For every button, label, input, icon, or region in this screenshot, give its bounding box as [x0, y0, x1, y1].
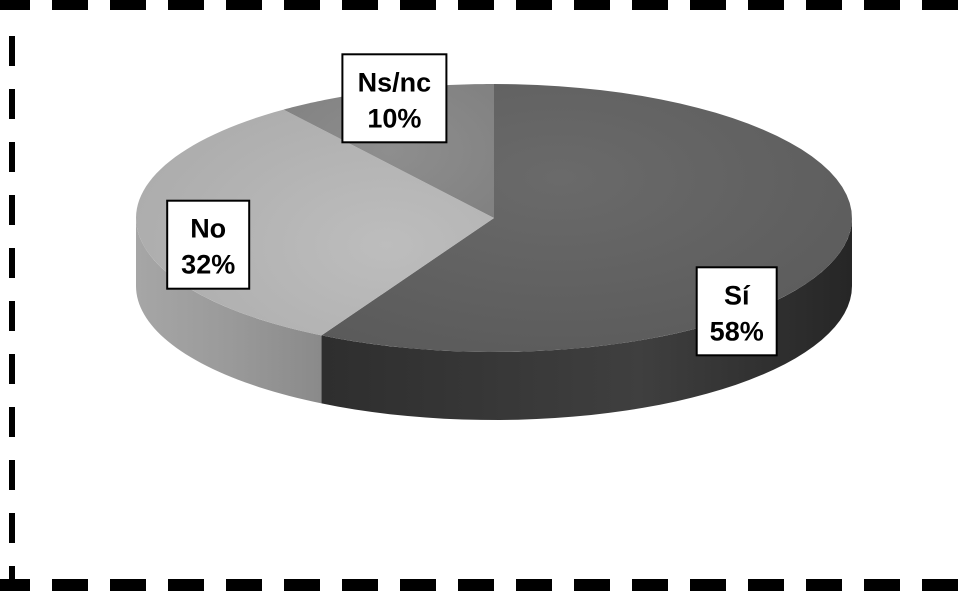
frame-dash-top — [748, 0, 784, 10]
frame-dash-bottom — [168, 579, 204, 591]
frame-dash-bottom — [864, 579, 900, 591]
frame-dash-top — [168, 0, 204, 10]
frame-dash-top — [400, 0, 436, 10]
data-label-s: Sí 58% — [695, 266, 778, 357]
frame-dash-left — [9, 142, 15, 172]
data-label-category: No — [190, 214, 226, 244]
frame-dash-top — [342, 0, 378, 10]
frame-dash-left — [9, 566, 15, 591]
data-label-box — [166, 199, 251, 290]
frame-dash-bottom — [690, 579, 726, 591]
frame-dash-left — [9, 407, 15, 437]
frame-dash-bottom — [110, 579, 146, 591]
frame-dash-bottom — [52, 579, 88, 591]
frame-dash-top — [922, 0, 958, 10]
frame-dash-bottom — [632, 579, 668, 591]
frame-dash-top — [0, 0, 30, 10]
data-label-category: Ns/nc — [358, 67, 432, 97]
frame-dash-left — [9, 248, 15, 278]
frame-dash-top — [516, 0, 552, 10]
frame-dash-top — [864, 0, 900, 10]
frame-dash-left — [9, 301, 15, 331]
frame-dash-bottom — [574, 579, 610, 591]
frame-dash-bottom — [342, 579, 378, 591]
frame-dash-bottom — [806, 579, 842, 591]
data-label-value: 10% — [367, 103, 421, 133]
data-label-value: 32% — [181, 250, 235, 280]
frame-dash-top — [806, 0, 842, 10]
frame-dash-top — [632, 0, 668, 10]
frame-dash-left — [9, 195, 15, 225]
frame-dash-left — [9, 460, 15, 490]
frame-dash-bottom — [400, 579, 436, 591]
data-label-value: 58% — [710, 316, 764, 346]
data-label-no: No 32% — [166, 199, 251, 290]
pie-data-labels: Sí 58% No 32% Ns/nc 10% — [166, 53, 778, 357]
frame-dash-left — [9, 89, 15, 119]
frame-dash-bottom — [516, 579, 552, 591]
frame-dash-top — [52, 0, 88, 10]
frame-dash-left — [9, 36, 15, 66]
frame-dash-bottom — [284, 579, 320, 591]
frame-dash-top — [226, 0, 262, 10]
data-label-nsnc: Ns/nc 10% — [341, 53, 448, 144]
frame-dash-bottom — [226, 579, 262, 591]
pie-side-no — [136, 218, 322, 404]
frame-dash-top — [284, 0, 320, 10]
frame-dash-left — [9, 354, 15, 384]
data-label-category: Sí — [724, 280, 751, 310]
frame-dash-top — [458, 0, 494, 10]
data-label-box — [341, 53, 448, 144]
data-label-box — [695, 266, 778, 357]
frame-dash-top — [574, 0, 610, 10]
frame-dash-bottom — [748, 579, 784, 591]
frame-dash-left — [9, 513, 15, 543]
frame-dash-top — [110, 0, 146, 10]
frame-dash-top — [690, 0, 726, 10]
pie-depth — [136, 218, 852, 420]
frame-dash-bottom — [922, 579, 958, 591]
pie-side-s — [321, 218, 852, 420]
frame-dash-bottom — [458, 579, 494, 591]
